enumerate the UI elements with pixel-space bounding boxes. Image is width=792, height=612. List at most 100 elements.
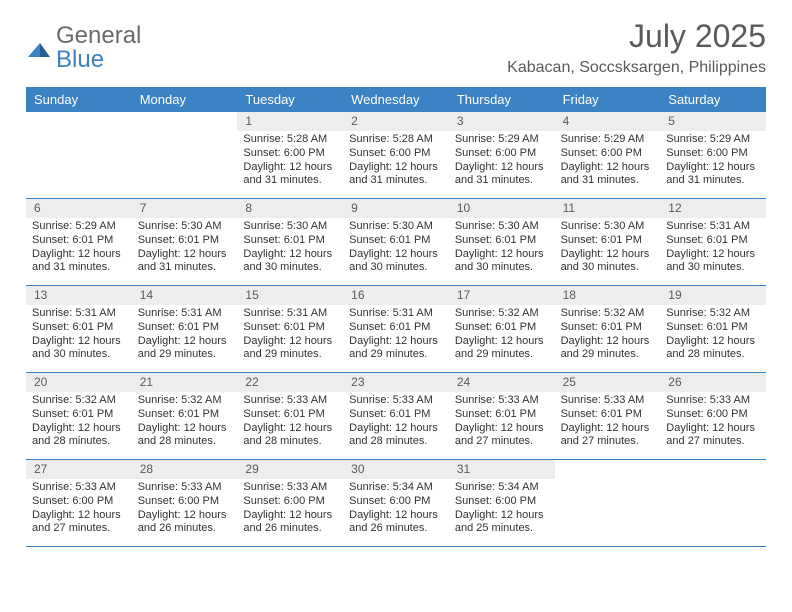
sunset-line: Sunset: 6:00 PM: [561, 147, 655, 161]
daylight-line: Daylight: 12 hours and 30 minutes.: [561, 248, 655, 276]
daylight-line: Daylight: 12 hours and 25 minutes.: [455, 509, 549, 537]
day-cell: 9Sunrise: 5:30 AMSunset: 6:01 PMDaylight…: [343, 199, 449, 285]
page: General Blue July 2025 Kabacan, Soccsksa…: [0, 0, 792, 612]
day-number: 5: [660, 112, 766, 131]
day-body: Sunrise: 5:28 AMSunset: 6:00 PMDaylight:…: [343, 131, 449, 192]
day-body: Sunrise: 5:33 AMSunset: 6:00 PMDaylight:…: [660, 392, 766, 453]
sunset-line: Sunset: 6:01 PM: [138, 234, 232, 248]
daylight-line: Daylight: 12 hours and 30 minutes.: [32, 335, 126, 363]
day-number: 2: [343, 112, 449, 131]
sunset-line: Sunset: 6:01 PM: [561, 234, 655, 248]
day-cell: 25Sunrise: 5:33 AMSunset: 6:01 PMDayligh…: [555, 373, 661, 459]
day-cell: 1Sunrise: 5:28 AMSunset: 6:00 PMDaylight…: [237, 112, 343, 198]
day-body: Sunrise: 5:31 AMSunset: 6:01 PMDaylight:…: [26, 305, 132, 366]
daylight-line: Daylight: 12 hours and 29 minutes.: [138, 335, 232, 363]
weekday-header: Saturday: [660, 87, 766, 112]
sunrise-line: Sunrise: 5:33 AM: [138, 481, 232, 495]
day-cell: 19Sunrise: 5:32 AMSunset: 6:01 PMDayligh…: [660, 286, 766, 372]
daylight-line: Daylight: 12 hours and 28 minutes.: [32, 422, 126, 450]
day-body: Sunrise: 5:29 AMSunset: 6:01 PMDaylight:…: [26, 218, 132, 279]
sunset-line: Sunset: 6:01 PM: [561, 408, 655, 422]
week-row: 6Sunrise: 5:29 AMSunset: 6:01 PMDaylight…: [26, 199, 766, 286]
brand-word-1: General: [56, 22, 141, 49]
day-body: Sunrise: 5:30 AMSunset: 6:01 PMDaylight:…: [555, 218, 661, 279]
daylight-line: Daylight: 12 hours and 31 minutes.: [349, 161, 443, 189]
sunset-line: Sunset: 6:01 PM: [349, 234, 443, 248]
day-cell: 31Sunrise: 5:34 AMSunset: 6:00 PMDayligh…: [449, 460, 555, 546]
daylight-line: Daylight: 12 hours and 31 minutes.: [243, 161, 337, 189]
day-body: Sunrise: 5:31 AMSunset: 6:01 PMDaylight:…: [660, 218, 766, 279]
day-number: 28: [132, 460, 238, 479]
sunset-line: Sunset: 6:00 PM: [349, 147, 443, 161]
day-body: Sunrise: 5:29 AMSunset: 6:00 PMDaylight:…: [449, 131, 555, 192]
day-cell: 20Sunrise: 5:32 AMSunset: 6:01 PMDayligh…: [26, 373, 132, 459]
sunset-line: Sunset: 6:01 PM: [349, 408, 443, 422]
day-cell: 8Sunrise: 5:30 AMSunset: 6:01 PMDaylight…: [237, 199, 343, 285]
sunrise-line: Sunrise: 5:30 AM: [561, 220, 655, 234]
day-cell: [132, 112, 238, 198]
sunset-line: Sunset: 6:01 PM: [455, 234, 549, 248]
daylight-line: Daylight: 12 hours and 28 minutes.: [349, 422, 443, 450]
day-body: Sunrise: 5:32 AMSunset: 6:01 PMDaylight:…: [132, 392, 238, 453]
title-block: July 2025 Kabacan, Soccsksargen, Philipp…: [507, 18, 766, 77]
sunrise-line: Sunrise: 5:31 AM: [666, 220, 760, 234]
sunset-line: Sunset: 6:00 PM: [666, 408, 760, 422]
day-cell: 14Sunrise: 5:31 AMSunset: 6:01 PMDayligh…: [132, 286, 238, 372]
day-body: Sunrise: 5:31 AMSunset: 6:01 PMDaylight:…: [343, 305, 449, 366]
day-cell: 15Sunrise: 5:31 AMSunset: 6:01 PMDayligh…: [237, 286, 343, 372]
sunrise-line: Sunrise: 5:29 AM: [666, 133, 760, 147]
daylight-line: Daylight: 12 hours and 27 minutes.: [666, 422, 760, 450]
sunrise-line: Sunrise: 5:30 AM: [243, 220, 337, 234]
sunrise-line: Sunrise: 5:31 AM: [32, 307, 126, 321]
week-row: 20Sunrise: 5:32 AMSunset: 6:01 PMDayligh…: [26, 373, 766, 460]
sunrise-line: Sunrise: 5:33 AM: [666, 394, 760, 408]
day-body: Sunrise: 5:30 AMSunset: 6:01 PMDaylight:…: [132, 218, 238, 279]
day-cell: 4Sunrise: 5:29 AMSunset: 6:00 PMDaylight…: [555, 112, 661, 198]
sunset-line: Sunset: 6:00 PM: [138, 495, 232, 509]
day-number: 7: [132, 199, 238, 218]
sunset-line: Sunset: 6:01 PM: [455, 321, 549, 335]
header: General Blue July 2025 Kabacan, Soccsksa…: [26, 18, 766, 77]
day-number: 3: [449, 112, 555, 131]
day-number: 11: [555, 199, 661, 218]
sunset-line: Sunset: 6:01 PM: [349, 321, 443, 335]
day-body: Sunrise: 5:33 AMSunset: 6:01 PMDaylight:…: [343, 392, 449, 453]
brand-logo: General Blue: [26, 18, 141, 72]
sunset-line: Sunset: 6:01 PM: [243, 408, 337, 422]
sunrise-line: Sunrise: 5:28 AM: [243, 133, 337, 147]
sunrise-line: Sunrise: 5:33 AM: [561, 394, 655, 408]
day-number: 24: [449, 373, 555, 392]
day-cell: 27Sunrise: 5:33 AMSunset: 6:00 PMDayligh…: [26, 460, 132, 546]
daylight-line: Daylight: 12 hours and 30 minutes.: [455, 248, 549, 276]
daylight-line: Daylight: 12 hours and 28 minutes.: [666, 335, 760, 363]
day-cell: [555, 460, 661, 546]
sunset-line: Sunset: 6:01 PM: [455, 408, 549, 422]
day-body: Sunrise: 5:33 AMSunset: 6:00 PMDaylight:…: [26, 479, 132, 540]
daylight-line: Daylight: 12 hours and 26 minutes.: [138, 509, 232, 537]
day-number: 18: [555, 286, 661, 305]
day-body: Sunrise: 5:30 AMSunset: 6:01 PMDaylight:…: [343, 218, 449, 279]
sunset-line: Sunset: 6:01 PM: [138, 408, 232, 422]
day-body: Sunrise: 5:34 AMSunset: 6:00 PMDaylight:…: [343, 479, 449, 540]
day-cell: 17Sunrise: 5:32 AMSunset: 6:01 PMDayligh…: [449, 286, 555, 372]
day-cell: 24Sunrise: 5:33 AMSunset: 6:01 PMDayligh…: [449, 373, 555, 459]
day-cell: 28 Sunrise: 5:33 AMSunset: 6:00 PMDayligh…: [132, 460, 238, 546]
day-cell: 18Sunrise: 5:32 AMSunset: 6:01 PMDayligh…: [555, 286, 661, 372]
day-number: 16: [343, 286, 449, 305]
day-number: 17: [449, 286, 555, 305]
daylight-line: Daylight: 12 hours and 26 minutes.: [349, 509, 443, 537]
brand-word-2: Blue: [56, 46, 104, 73]
day-cell: 10Sunrise: 5:30 AMSunset: 6:01 PMDayligh…: [449, 199, 555, 285]
day-number: 19: [660, 286, 766, 305]
day-body: Sunrise: 5:30 AMSunset: 6:01 PMDaylight:…: [237, 218, 343, 279]
sunrise-line: Sunrise: 5:30 AM: [138, 220, 232, 234]
day-number: 20: [26, 373, 132, 392]
sunrise-line: Sunrise: 5:32 AM: [455, 307, 549, 321]
day-body: Sunrise: 5:29 AMSunset: 6:00 PMDaylight:…: [660, 131, 766, 192]
sunrise-line: Sunrise: 5:29 AM: [561, 133, 655, 147]
calendar: SundayMondayTuesdayWednesdayThursdayFrid…: [26, 87, 766, 547]
sunrise-line: Sunrise: 5:31 AM: [243, 307, 337, 321]
daylight-line: Daylight: 12 hours and 29 minutes.: [243, 335, 337, 363]
weekday-header: Wednesday: [343, 87, 449, 112]
weekday-header-row: SundayMondayTuesdayWednesdayThursdayFrid…: [26, 87, 766, 112]
